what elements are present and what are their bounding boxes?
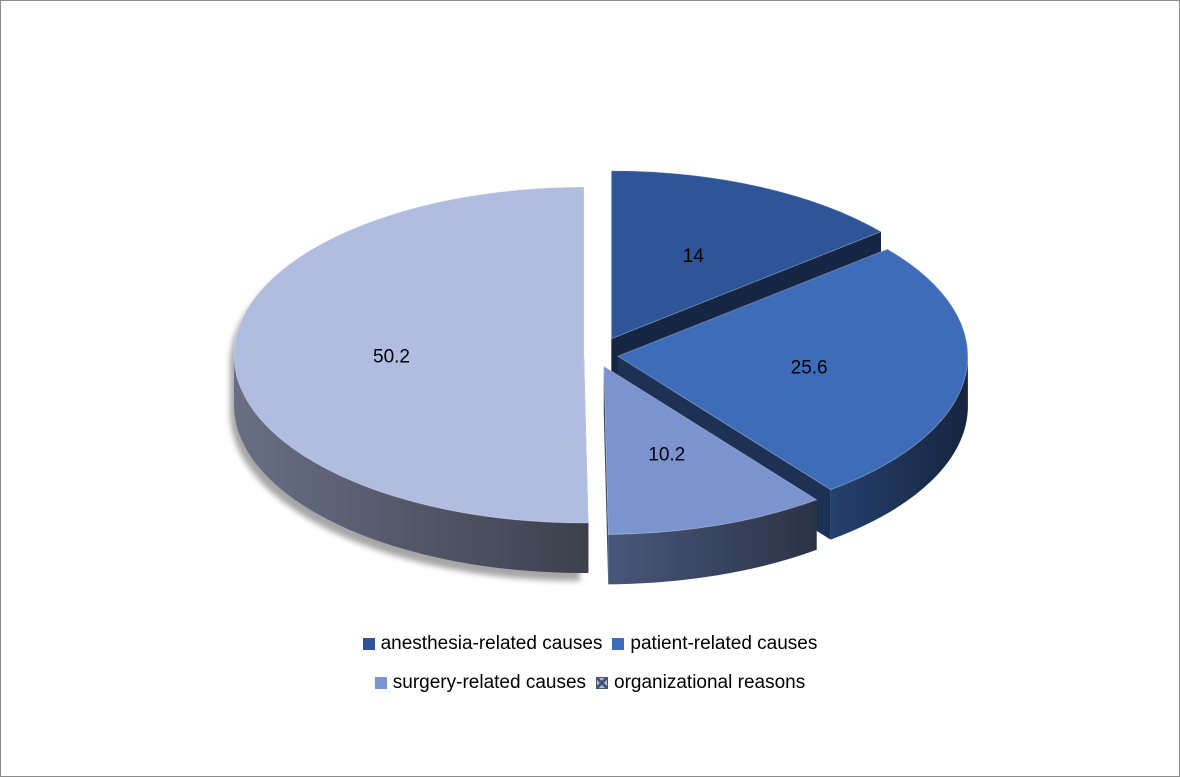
legend-item-anesthesia: anesthesia-related causes: [362, 633, 603, 655]
legend-label-organizational: organizational reasons: [614, 672, 806, 693]
legend-label-patient: patient-related causes: [630, 633, 818, 654]
slice-wall-shade-organizational: [234, 356, 589, 574]
legend-row: anesthesia-related causes patient-relate…: [1, 629, 1179, 659]
legend-swatch-surgery: [374, 677, 387, 689]
pie-chart: 14 25.6 10.2 50.2: [230, 170, 969, 585]
slice-wall-shade-patient: [830, 354, 968, 540]
data-label-anesthesia: 14: [683, 246, 705, 267]
legend-row: surgery-related causes organizational re…: [1, 668, 1179, 698]
legend: anesthesia-related causes patient-relate…: [1, 629, 1179, 707]
legend-swatch-patient: [612, 638, 625, 650]
slice-patient: [616, 248, 969, 491]
legend-swatch-anesthesia: [362, 638, 375, 650]
slice-side-surgery: [603, 366, 609, 585]
legend-label-anesthesia: anesthesia-related causes: [380, 633, 603, 654]
data-label-surgery: 10.2: [648, 445, 685, 466]
slice-organizational: [233, 186, 589, 524]
legend-swatch-organizational: [596, 677, 609, 689]
data-label-patient: 25.6: [791, 358, 828, 379]
slice-surgery: [603, 365, 818, 535]
legend-label-surgery: surgery-related causes: [392, 672, 587, 693]
slice-wall-shade-surgery: [608, 499, 817, 585]
legend-item-surgery: surgery-related causes: [374, 672, 587, 694]
legend-item-organizational: organizational reasons: [596, 672, 805, 694]
legend-item-patient: patient-related causes: [612, 633, 817, 655]
slice-anesthesia: [610, 170, 883, 340]
data-label-organizational: 50.2: [373, 347, 410, 368]
